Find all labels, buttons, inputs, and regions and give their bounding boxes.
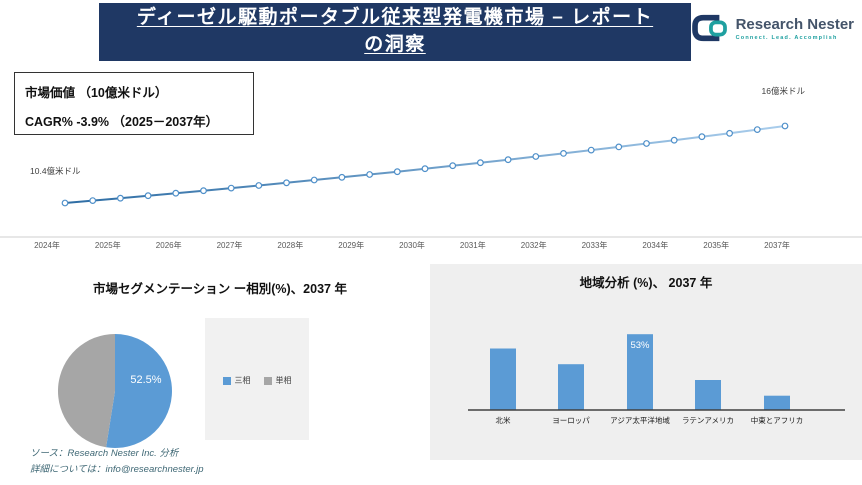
bar-category-label: ラテンアメリカ bbox=[682, 416, 734, 425]
market-info-box: 市場価値 （10億米ドル） CAGR% -3.9% （2025－2037年） bbox=[14, 72, 254, 135]
header-bar: ディーゼル駆動ポータブル従来型発電機市場 – レポートの洞察 bbox=[99, 3, 691, 61]
pie-section-title: 市場セグメンテーション ー相別(%)、2037 年 bbox=[93, 282, 347, 296]
data-point-marker bbox=[781, 122, 789, 130]
legend-item-single-phase: 単相 bbox=[263, 375, 292, 386]
x-axis-tick-label: 2030年 bbox=[399, 240, 425, 250]
footer: ソース：Research Nester Inc. 分析 詳細については：info… bbox=[30, 446, 204, 477]
end-value-label: 16億米ドル bbox=[762, 86, 806, 96]
pie-data-label: 52.5% bbox=[130, 374, 161, 386]
footer-contact: 詳細については：info@researchnester.jp bbox=[30, 463, 204, 475]
data-point-marker bbox=[698, 133, 706, 141]
data-point-marker bbox=[227, 184, 235, 192]
x-axis-tick-label: 2026年 bbox=[156, 240, 182, 250]
x-axis-tick-label: 2031年 bbox=[460, 240, 486, 250]
x-axis-tick-label: 2034年 bbox=[642, 240, 668, 250]
bar bbox=[490, 348, 516, 410]
bar-category-label: ヨーロッパ bbox=[552, 416, 590, 425]
market-value-line-chart: 2024年 2025年 2026年 2027年 2028年 2029年 2030年 2031年… bbox=[0, 86, 862, 250]
legend-swatch-single-phase bbox=[263, 376, 272, 385]
brand-name: Research Nester bbox=[735, 15, 854, 33]
region-bar-chart: 北米 ヨーロッパ アジア太平洋地域 ラテンアメリカ 中東とアフリカ 53% bbox=[468, 334, 845, 425]
bar bbox=[764, 395, 790, 410]
page-title: ディーゼル駆動ポータブル従来型発電機市場 – レポートの洞察 bbox=[136, 7, 654, 55]
bar-category-label: 中東とアフリカ bbox=[751, 415, 804, 425]
x-axis-tick-label: 2028年 bbox=[277, 240, 303, 250]
pie-legend-panel: 三相 単相 bbox=[205, 318, 309, 440]
data-point-marker bbox=[61, 199, 69, 207]
bar bbox=[627, 334, 653, 410]
x-axis-tick-label: 2029年 bbox=[338, 240, 364, 250]
data-point-marker bbox=[670, 136, 678, 144]
x-axis-tick-label: 2035年 bbox=[703, 240, 729, 250]
cagr-label: CAGR% -3.9% （2025－2037年） bbox=[25, 115, 219, 129]
brand-text: Research Nester Connect. Lead. Accomplis… bbox=[736, 16, 854, 41]
legend-label-three-phase: 三相 bbox=[234, 376, 251, 385]
segmentation-pie-chart: 52.5% bbox=[57, 334, 172, 448]
x-axis-tick-label: 2033年 bbox=[582, 240, 608, 250]
bar bbox=[695, 380, 721, 410]
data-point-marker bbox=[726, 129, 733, 137]
footer-source: ソース：Research Nester Inc. 分析 bbox=[30, 448, 179, 459]
brand-tagline: Connect. Lead. Accomplish bbox=[735, 34, 838, 41]
data-point-marker bbox=[89, 197, 97, 204]
data-point-marker bbox=[200, 187, 207, 195]
x-axis-tick-label: 2037年 bbox=[764, 240, 790, 250]
data-point-marker bbox=[366, 171, 374, 178]
pie-slice bbox=[106, 334, 172, 448]
bar-category-label: 北米 bbox=[496, 415, 511, 425]
legend-swatch-three-phase bbox=[222, 376, 231, 385]
x-axis-tick-label: 2032年 bbox=[521, 240, 547, 250]
data-point-marker bbox=[421, 165, 429, 173]
pie-slice bbox=[57, 334, 115, 448]
legend-label-single-phase: 単相 bbox=[275, 376, 292, 385]
region-analysis-panel: 地域分析 (%)、 2037 年 北米 ヨーロッパ アジア太平洋地域 ラテンアメリカ 中… bbox=[430, 264, 862, 460]
data-point-marker bbox=[449, 162, 457, 170]
data-point-marker bbox=[283, 179, 290, 187]
data-point-marker bbox=[587, 146, 595, 154]
bar-category-label: アジア太平洋地域 bbox=[610, 415, 670, 425]
data-point-marker bbox=[255, 182, 263, 189]
bar-data-label: 53% bbox=[630, 340, 650, 351]
data-point-marker bbox=[338, 173, 346, 181]
brand-logo-icon bbox=[691, 14, 727, 42]
data-point-marker bbox=[753, 126, 761, 133]
x-axis-tick-label: 2027年 bbox=[217, 240, 243, 250]
x-axis-tick-label: 2024年 bbox=[34, 240, 60, 250]
data-point-marker bbox=[615, 143, 623, 151]
brand-logo: Research Nester Connect. Lead. Accomplis… bbox=[691, 13, 854, 43]
x-axis-tick-label: 2025年 bbox=[95, 240, 121, 250]
data-point-marker bbox=[504, 156, 512, 164]
data-point-marker bbox=[116, 194, 124, 202]
data-point-marker bbox=[477, 159, 484, 167]
data-point-marker bbox=[144, 192, 152, 200]
data-point-marker bbox=[393, 168, 401, 176]
bar bbox=[558, 364, 584, 410]
region-analysis-title: 地域分析 (%)、 2037 年 bbox=[579, 276, 713, 290]
start-value-label: 10.4億米ドル bbox=[30, 166, 81, 176]
data-point-marker bbox=[560, 149, 567, 157]
data-point-marker bbox=[532, 153, 540, 160]
pie-legend: 三相 単相 bbox=[205, 318, 309, 386]
data-point-marker bbox=[310, 176, 318, 184]
data-point-marker bbox=[643, 140, 650, 147]
legend-item-three-phase: 三相 bbox=[222, 375, 251, 386]
data-point-marker bbox=[172, 189, 180, 197]
market-value-label: 市場価値 （10億米ドル） bbox=[25, 86, 168, 100]
